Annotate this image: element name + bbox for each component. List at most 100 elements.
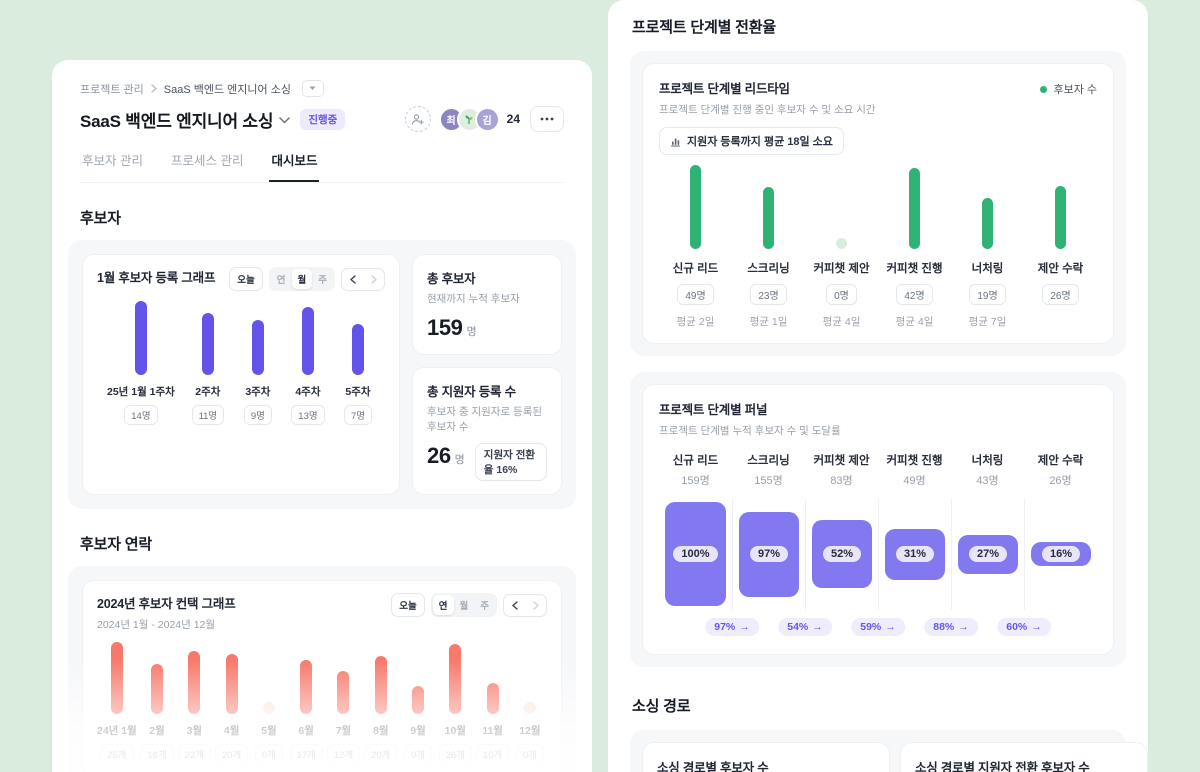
- bar-month-7[interactable]: 7월 12개: [326, 638, 361, 764]
- bar[interactable]: [201, 313, 214, 375]
- bar-week-3[interactable]: 3주차 9명: [241, 301, 275, 425]
- bar-week-4[interactable]: 4주차 13명: [291, 301, 325, 425]
- bar[interactable]: [301, 307, 314, 375]
- invite-member-button[interactable]: [404, 106, 431, 132]
- bar[interactable]: [300, 660, 313, 714]
- bar-month-5[interactable]: 5월 0개: [252, 638, 286, 764]
- period-month[interactable]: 월: [459, 601, 469, 612]
- reach-percent: 52%: [822, 546, 862, 562]
- bar-week-5[interactable]: 5주차 7명: [341, 301, 375, 425]
- bar-month-8[interactable]: 8월 20개: [364, 638, 398, 764]
- bar[interactable]: [982, 198, 993, 249]
- stat-title: 총 후보자: [427, 272, 476, 286]
- bar[interactable]: [134, 301, 147, 375]
- tab-bar: 후보자 관리 프로세스 관리 대시보드: [80, 144, 564, 183]
- breadcrumb-root[interactable]: 프로젝트 관리: [80, 83, 144, 96]
- bar-month-1[interactable]: 24년 1월 25개: [97, 638, 137, 764]
- funnel-bar[interactable]: 16%: [1030, 542, 1092, 566]
- next-button-disabled[interactable]: [525, 595, 546, 616]
- bar[interactable]: [351, 324, 364, 375]
- today-button[interactable]: 오늘: [229, 267, 263, 291]
- stage-coffee-chat-proposal[interactable]: 커피챗 제안 0명 평균 4일: [805, 163, 878, 328]
- bar-month-9[interactable]: 9월 9개: [401, 638, 435, 764]
- title-chevron-down-icon[interactable]: [279, 116, 291, 124]
- chart-title: 1월 후보자 등록 그래프: [97, 271, 216, 285]
- bar-zero[interactable]: [262, 702, 275, 714]
- bar-value: 26개: [438, 744, 472, 764]
- bar[interactable]: [909, 168, 920, 249]
- bar[interactable]: [1055, 186, 1066, 249]
- stage-screening[interactable]: 스크리닝 23명 평균 1일: [732, 163, 805, 328]
- stage-avg: 평균 4일: [822, 316, 861, 328]
- period-week[interactable]: 주: [480, 601, 489, 612]
- stage-offer-accepted[interactable]: 제안 수락 26명: [1024, 163, 1097, 327]
- stage-conversion-panel: 프로젝트 단계별 전환율 프로젝트 단계별 리드타임 프로젝트 단계별 진행 중…: [608, 0, 1148, 772]
- bar-value: 0개: [515, 744, 544, 764]
- stage-name: 너처링: [971, 263, 1004, 275]
- period-month[interactable]: 월: [291, 269, 313, 289]
- bar-week-2[interactable]: 2주차 11명: [191, 301, 225, 425]
- stage-name: 커피챗 진행: [886, 263, 943, 275]
- funnel-bar[interactable]: 31%: [884, 528, 946, 580]
- bar[interactable]: [225, 654, 238, 714]
- tab-process-management[interactable]: 프로세스 관리: [170, 154, 244, 168]
- bar[interactable]: [486, 683, 499, 714]
- bar-month-2[interactable]: 2월 16개: [140, 638, 174, 764]
- stage-nurturing[interactable]: 너처링 19명 평균 7일: [951, 163, 1024, 328]
- bar-value: 22개: [177, 744, 211, 764]
- prev-button[interactable]: [342, 269, 363, 290]
- bar[interactable]: [449, 644, 462, 714]
- stage-count: 19명: [969, 284, 1006, 305]
- bar[interactable]: [188, 651, 201, 714]
- bar[interactable]: [251, 320, 264, 375]
- prev-button[interactable]: [504, 595, 525, 616]
- next-button-disabled[interactable]: [363, 269, 384, 290]
- stage-name: 신규 리드: [672, 263, 719, 275]
- funnel-bar[interactable]: 27%: [957, 534, 1019, 574]
- stage-name: 스크리닝: [747, 263, 790, 275]
- bar[interactable]: [374, 656, 387, 714]
- more-options-button[interactable]: [530, 106, 564, 132]
- avatar[interactable]: 김: [474, 106, 500, 132]
- funnel-bar[interactable]: 97%: [738, 511, 800, 597]
- stage-count: 26명: [1042, 284, 1079, 305]
- bar[interactable]: [763, 187, 774, 249]
- tab-candidate-management[interactable]: 후보자 관리: [82, 154, 143, 168]
- leadtime-title: 프로젝트 단계별 리드타임: [659, 82, 790, 96]
- stage-avg: 평균 4일: [895, 316, 934, 328]
- tab-dashboard[interactable]: 대시보드: [269, 144, 320, 182]
- bar[interactable]: [151, 664, 164, 714]
- bar-month-4[interactable]: 4월 20개: [214, 638, 249, 764]
- today-button[interactable]: 오늘: [391, 593, 425, 617]
- funnel-bar[interactable]: 52%: [811, 520, 873, 588]
- period-year[interactable]: 연: [432, 595, 454, 615]
- stage-new-lead[interactable]: 신규 리드 49명 평균 2일: [659, 163, 732, 328]
- stage-name: 커피챗 진행: [886, 455, 943, 467]
- avatar-plant[interactable]: [456, 106, 482, 132]
- bar-month-12[interactable]: 12월 0개: [513, 638, 547, 764]
- bar-month-10[interactable]: 10월 26개: [438, 638, 472, 764]
- period-week[interactable]: 주: [318, 275, 327, 286]
- sourcing-left-title: 소싱 경로별 후보자 수: [657, 761, 769, 772]
- bar-month-11[interactable]: 11월 10개: [475, 638, 510, 764]
- stage-name: 신규 리드: [672, 455, 719, 467]
- bar-week-1[interactable]: 25년 1월 1주차 14명: [107, 301, 175, 425]
- bar-month-6[interactable]: 6월 17개: [289, 638, 323, 764]
- bar-label: 8월: [372, 725, 389, 737]
- bar[interactable]: [110, 642, 123, 714]
- bar-value: 12개: [326, 744, 361, 764]
- bar-month-3[interactable]: 3월 22개: [177, 638, 211, 764]
- stage-count: 26명: [1049, 475, 1072, 487]
- breadcrumb-current[interactable]: SaaS 백엔드 엔지니어 소싱: [163, 83, 291, 96]
- bar[interactable]: [690, 165, 701, 249]
- bar-zero[interactable]: [523, 702, 536, 714]
- breadcrumb-dropdown-button[interactable]: [301, 80, 324, 97]
- bar-value: 25개: [100, 744, 134, 764]
- bar[interactable]: [412, 686, 425, 714]
- bar-zero[interactable]: [836, 238, 847, 249]
- stage-coffee-chat-progress[interactable]: 커피챗 진행 42명 평균 4일: [878, 163, 951, 328]
- period-year[interactable]: 연: [276, 275, 286, 286]
- funnel-title: 프로젝트 단계별 퍼널: [659, 403, 768, 417]
- bar[interactable]: [337, 671, 350, 714]
- funnel-bar[interactable]: 100%: [664, 502, 727, 606]
